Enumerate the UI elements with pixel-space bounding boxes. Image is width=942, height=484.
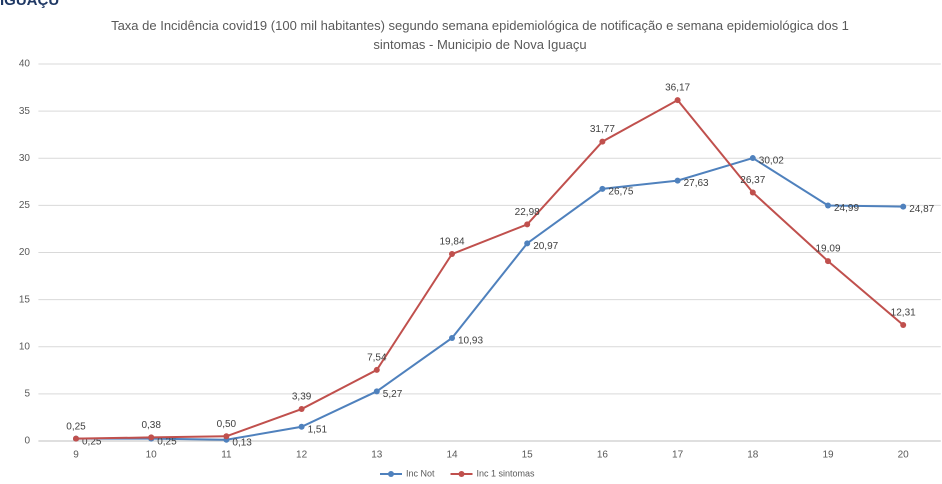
data-label: 26,75 bbox=[608, 187, 633, 198]
point bbox=[599, 185, 606, 192]
data-label: 0,50 bbox=[217, 419, 237, 430]
x-tick-label: 19 bbox=[822, 450, 834, 461]
point bbox=[524, 240, 531, 247]
data-label: 24,99 bbox=[834, 203, 859, 214]
data-label: 12,31 bbox=[891, 308, 916, 319]
data-label: 27,63 bbox=[684, 178, 709, 189]
chart-title: Taxa de Incidência covid19 (100 mil habi… bbox=[111, 18, 849, 52]
point bbox=[148, 434, 155, 441]
data-label: 7,54 bbox=[367, 353, 387, 364]
x-tick-label: 10 bbox=[146, 450, 158, 461]
legend-marker bbox=[458, 471, 465, 477]
point bbox=[524, 221, 531, 228]
x-tick-label: 12 bbox=[296, 450, 308, 461]
data-label: 3,39 bbox=[292, 392, 312, 403]
data-label: 1,51 bbox=[308, 424, 328, 435]
legend-marker bbox=[388, 471, 394, 477]
x-tick-label: 15 bbox=[522, 450, 534, 461]
x-tick-label: 17 bbox=[672, 450, 684, 461]
point bbox=[825, 202, 831, 209]
point bbox=[298, 423, 305, 430]
data-label: 0,25 bbox=[157, 436, 177, 447]
point bbox=[449, 334, 455, 341]
point bbox=[298, 406, 305, 413]
y-tick-label: 40 bbox=[19, 59, 31, 70]
y-tick-label: 0 bbox=[24, 436, 30, 447]
x-tick-label: 11 bbox=[221, 450, 232, 461]
legend-label: Inc Not bbox=[406, 468, 435, 478]
y-tick-label: 15 bbox=[19, 294, 31, 305]
data-label: 0,25 bbox=[82, 436, 102, 447]
point bbox=[900, 203, 907, 210]
data-label: 36,17 bbox=[665, 83, 690, 94]
data-label: 10,93 bbox=[458, 336, 483, 347]
y-tick-label: 30 bbox=[19, 153, 31, 164]
point bbox=[223, 433, 230, 440]
data-label: 19,84 bbox=[439, 237, 464, 248]
x-tick-label: 20 bbox=[898, 450, 910, 461]
point bbox=[599, 138, 606, 145]
legend-label: Inc 1 sintomas bbox=[477, 468, 536, 478]
y-tick-label: 10 bbox=[19, 341, 31, 352]
data-label: 0,38 bbox=[141, 420, 161, 431]
y-tick-label: 20 bbox=[19, 247, 31, 258]
y-tick-label: 5 bbox=[24, 389, 30, 400]
data-label: 26,37 bbox=[740, 175, 765, 186]
data-label: 22,98 bbox=[515, 207, 540, 218]
point bbox=[749, 189, 756, 196]
series-line bbox=[75, 98, 904, 440]
point bbox=[73, 435, 79, 442]
x-tick-label: 13 bbox=[371, 450, 383, 461]
point bbox=[373, 366, 380, 373]
data-label: 0,13 bbox=[232, 437, 252, 448]
x-tick-label: 16 bbox=[597, 450, 609, 461]
data-label: 31,77 bbox=[590, 124, 615, 135]
point bbox=[674, 177, 681, 184]
point bbox=[749, 155, 756, 162]
point bbox=[449, 251, 455, 258]
x-tick-label: 18 bbox=[747, 450, 759, 461]
data-label: 24,87 bbox=[909, 204, 934, 215]
point bbox=[373, 388, 380, 395]
y-tick-label: 35 bbox=[19, 106, 31, 117]
point bbox=[674, 97, 681, 104]
x-tick-label: 9 bbox=[73, 450, 79, 461]
logo-text: IGUAÇU bbox=[0, 0, 60, 9]
data-label: 30,02 bbox=[759, 156, 784, 167]
point bbox=[900, 321, 907, 328]
data-label: 19,09 bbox=[815, 244, 840, 255]
data-label: 5,27 bbox=[383, 389, 403, 400]
data-label: 0,25 bbox=[66, 421, 86, 432]
data-label: 20,97 bbox=[533, 241, 558, 252]
series-line bbox=[76, 156, 904, 441]
x-tick-label: 14 bbox=[446, 450, 458, 461]
y-tick-label: 25 bbox=[19, 200, 31, 211]
point bbox=[825, 258, 831, 265]
